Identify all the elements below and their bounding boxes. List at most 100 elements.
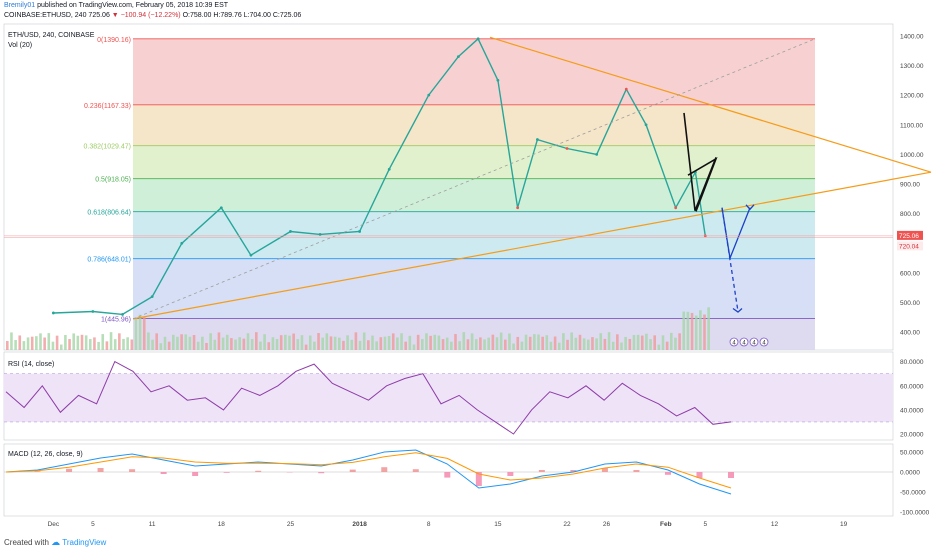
chart-canvas[interactable]: 0(1390.16)0.236(1167.33)0.382(1029.47)0.… bbox=[0, 0, 932, 534]
volume-bar bbox=[72, 333, 75, 350]
volume-bar bbox=[666, 342, 669, 350]
volume-bar bbox=[284, 335, 287, 350]
volume-bar bbox=[608, 332, 611, 350]
macd-histogram-bar bbox=[161, 472, 167, 474]
price-point bbox=[220, 206, 223, 209]
volume-bar bbox=[317, 333, 320, 350]
volume-bar bbox=[500, 332, 503, 350]
volume-bar bbox=[81, 335, 84, 350]
volume-bar bbox=[297, 339, 300, 350]
volume-bar bbox=[184, 334, 187, 350]
macd-histogram-bar bbox=[381, 467, 387, 472]
volume-bar bbox=[259, 342, 262, 350]
volume-bar bbox=[591, 337, 594, 350]
volume-bar bbox=[263, 334, 266, 350]
volume-bar bbox=[433, 335, 436, 350]
volume-bar bbox=[114, 339, 117, 350]
volume-bar bbox=[384, 337, 387, 350]
volume-bar bbox=[409, 336, 412, 350]
time-axis-tick: 22 bbox=[563, 521, 571, 528]
volume-bar bbox=[458, 341, 461, 350]
volume-bar bbox=[251, 339, 254, 350]
volume-bar bbox=[575, 338, 578, 350]
price-point bbox=[358, 230, 361, 233]
volume-bar bbox=[525, 335, 528, 350]
volume-bar bbox=[595, 338, 598, 350]
volume-bar bbox=[674, 338, 677, 350]
macd-histogram-bar bbox=[192, 472, 198, 476]
price-axis-tick: 1400.00 bbox=[900, 33, 924, 40]
volume-bar bbox=[616, 334, 619, 350]
time-axis-tick: 25 bbox=[287, 521, 295, 528]
volume-bar bbox=[110, 332, 113, 350]
macd-histogram-bar bbox=[66, 469, 72, 472]
macd-histogram-bar bbox=[129, 469, 135, 472]
volume-bar bbox=[164, 337, 167, 350]
price-point bbox=[595, 153, 598, 156]
volume-bar bbox=[326, 333, 329, 350]
volume-bar bbox=[537, 334, 540, 350]
macd-axis-tick: 50.0000 bbox=[900, 450, 924, 457]
volume-bar bbox=[77, 336, 80, 350]
price-point bbox=[457, 55, 460, 58]
volume-bar bbox=[234, 340, 237, 350]
volume-bar bbox=[218, 332, 221, 350]
volume-bar bbox=[267, 342, 270, 350]
volume-bar bbox=[18, 335, 21, 350]
price-point bbox=[121, 313, 124, 316]
rsi-axis-tick: 40.0000 bbox=[900, 407, 924, 414]
macd-axis-tick: -50.0000 bbox=[900, 490, 926, 497]
time-axis-tick: 5 bbox=[704, 521, 708, 528]
volume-bar bbox=[313, 342, 316, 350]
price-axis-tick: 1200.00 bbox=[900, 93, 924, 100]
fib-band bbox=[133, 39, 815, 105]
volume-bar bbox=[205, 343, 208, 350]
macd-histogram-bar bbox=[507, 472, 513, 476]
price-pane[interactable]: 0(1390.16)0.236(1167.33)0.382(1029.47)0.… bbox=[4, 33, 931, 350]
volume-bar bbox=[14, 340, 17, 350]
price-point bbox=[151, 295, 154, 298]
volume-bar bbox=[483, 339, 486, 350]
footer: Created with ☁ TradingView bbox=[0, 534, 932, 550]
price-point bbox=[674, 206, 677, 209]
tradingview-brand[interactable]: TradingView bbox=[62, 538, 106, 547]
volume-bar bbox=[392, 333, 395, 350]
time-axis-tick: 8 bbox=[427, 521, 431, 528]
volume-bar bbox=[396, 337, 399, 350]
volume-bar bbox=[658, 345, 661, 350]
volume-bar bbox=[106, 341, 109, 350]
price-axis-tick: 500.00 bbox=[900, 300, 920, 307]
volume-bar bbox=[438, 336, 441, 350]
volume-bar bbox=[541, 337, 544, 350]
fib-band bbox=[133, 146, 815, 179]
volume-bar bbox=[583, 338, 586, 350]
created-with-text: Created with bbox=[4, 538, 49, 547]
volume-bar bbox=[189, 337, 192, 350]
macd-histogram-bar bbox=[98, 468, 104, 472]
rsi-axis-tick: 80.0000 bbox=[900, 359, 924, 366]
volume-bar bbox=[496, 337, 499, 350]
volume-bar bbox=[687, 312, 690, 350]
macd-histogram-bar bbox=[350, 470, 356, 472]
volume-bar bbox=[27, 337, 30, 350]
macd-axis-tick: -100.0000 bbox=[900, 510, 930, 517]
volume-bar bbox=[172, 335, 175, 350]
volume-bar bbox=[662, 335, 665, 350]
volume-bar bbox=[380, 337, 383, 350]
price-point bbox=[566, 147, 569, 150]
volume-bar bbox=[346, 335, 349, 350]
volume-bar bbox=[64, 335, 67, 350]
volume-bar bbox=[197, 342, 200, 350]
volume-bar bbox=[280, 335, 283, 350]
fib-band bbox=[133, 105, 815, 146]
volume-bar bbox=[413, 344, 416, 350]
price-axis-tick: 1300.00 bbox=[900, 63, 924, 70]
volume-bar bbox=[60, 345, 63, 350]
volume-bar bbox=[101, 334, 104, 350]
volume-bar bbox=[39, 333, 42, 350]
volume-bar bbox=[467, 339, 470, 350]
volume-bar bbox=[334, 337, 337, 350]
